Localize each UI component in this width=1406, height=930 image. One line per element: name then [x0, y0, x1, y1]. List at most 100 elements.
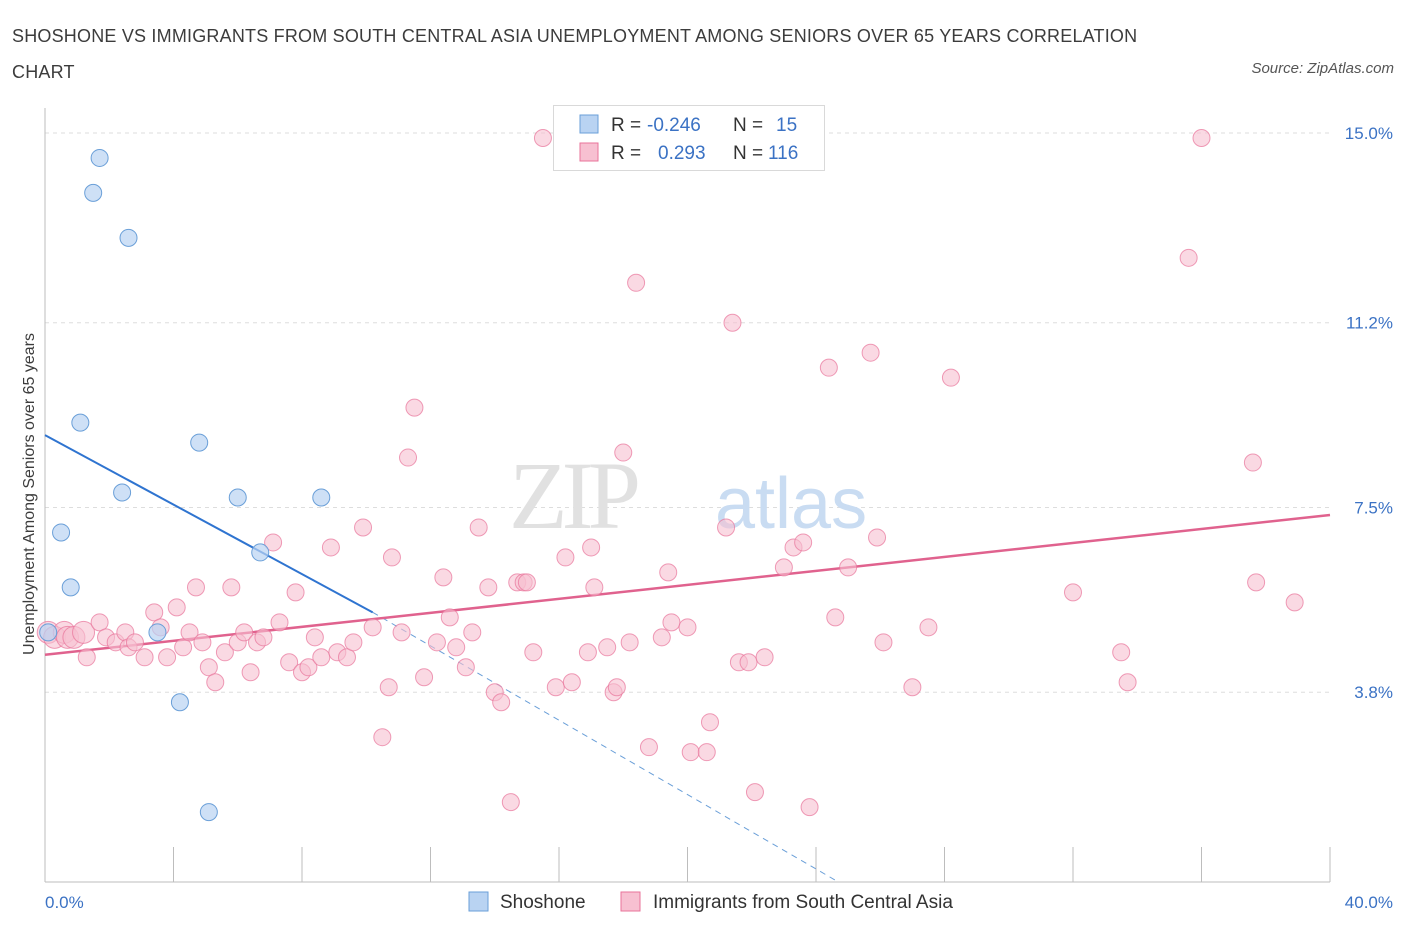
correlation-legend: R = -0.246 N = 15 R = 0.293 N = 116 [553, 105, 825, 171]
point-immigrants [135, 648, 154, 667]
point-immigrants [405, 398, 424, 417]
chart-title: SHOSHONE VS IMMIGRANTS FROM SOUTH CENTRA… [12, 26, 1138, 82]
point-immigrants [373, 728, 392, 747]
point-immigrants [77, 648, 96, 667]
trendline-shoshone-extension [372, 611, 839, 883]
point-immigrants [919, 618, 938, 637]
point-immigrants [286, 583, 305, 602]
point-immigrants [158, 648, 177, 667]
point-immigrants [363, 618, 382, 637]
point-immigrants [652, 628, 671, 647]
point-immigrants [678, 618, 697, 637]
point-immigrants [447, 638, 466, 657]
point-immigrants [755, 648, 774, 667]
point-shoshone [119, 228, 138, 247]
point-immigrants [479, 578, 498, 597]
point-immigrants [794, 533, 813, 552]
point-immigrants [270, 613, 289, 632]
source-label: Source: ZipAtlas.com [1251, 60, 1394, 77]
point-immigrants [739, 653, 758, 672]
point-shoshone [71, 413, 90, 432]
series-legend-svg: Shoshone Immigrants from South Central A… [468, 891, 953, 913]
series-legend-label-immigrants: Immigrants from South Central Asia [653, 892, 953, 913]
point-immigrants [1247, 573, 1266, 592]
point-immigrants [1064, 583, 1082, 602]
point-immigrants [501, 793, 520, 812]
legend-n-value-shoshone: 15 [776, 115, 797, 136]
trendline-shoshone [44, 434, 374, 614]
point-immigrants [659, 563, 678, 582]
point-immigrants [1243, 453, 1262, 472]
point-immigrants [903, 678, 922, 697]
point-immigrants [681, 743, 700, 762]
y-tick-label: 7.5% [1354, 498, 1393, 517]
point-immigrants [717, 518, 736, 537]
point-immigrants [614, 443, 633, 462]
point-immigrants [186, 578, 205, 597]
point-shoshone [199, 803, 218, 822]
watermark-atlas: atlas [715, 464, 867, 544]
point-immigrants [399, 448, 418, 467]
point-immigrants [700, 713, 719, 732]
point-immigrants [469, 518, 488, 537]
point-immigrants [868, 528, 887, 547]
point-shoshone [251, 543, 270, 562]
point-immigrants [639, 738, 658, 757]
point-immigrants [206, 673, 225, 692]
point-shoshone [312, 488, 331, 507]
series-legend-swatch-immigrants [620, 891, 641, 912]
point-shoshone [190, 433, 209, 452]
point-immigrants [415, 668, 434, 687]
point-immigrants [193, 633, 212, 652]
point-immigrants [627, 273, 646, 292]
point-immigrants [440, 608, 459, 627]
point-immigrants [456, 658, 475, 677]
point-immigrants [582, 538, 601, 557]
legend-n-value-immigrants: 116 [768, 143, 798, 164]
point-immigrants [241, 663, 260, 682]
point-immigrants [145, 603, 164, 622]
point-immigrants [235, 623, 254, 642]
point-immigrants [379, 678, 398, 697]
point-immigrants [463, 623, 482, 642]
point-immigrants [585, 578, 604, 597]
point-immigrants [434, 568, 453, 587]
point-immigrants [125, 633, 144, 652]
point-immigrants [72, 620, 96, 644]
point-shoshone [170, 693, 189, 712]
axes [44, 108, 1331, 883]
point-immigrants [578, 643, 597, 662]
legend-r-label-immigrants: R = [611, 143, 641, 164]
watermark: ZIP atlas [509, 442, 867, 549]
series-legend: Shoshone Immigrants from South Central A… [0, 888, 1406, 916]
point-immigrants [697, 743, 716, 762]
point-immigrants [620, 633, 639, 652]
y-tick-labels: 3.8% 7.5% 11.2% 15.0% [1345, 124, 1393, 702]
legend-r-value-shoshone: -0.246 [647, 115, 701, 136]
legend-swatch-shoshone [579, 114, 599, 134]
point-immigrants [861, 343, 880, 362]
point-shoshone [39, 623, 58, 642]
point-immigrants [174, 638, 193, 657]
point-immigrants [839, 558, 858, 577]
point-immigrants [941, 368, 960, 387]
x-tick-label-max: 40.0% [1345, 893, 1393, 912]
y-axis-label: Unemployment Among Seniors over 65 years [21, 333, 38, 655]
point-immigrants [826, 608, 845, 627]
y-tick-label: 11.2% [1346, 314, 1393, 333]
point-immigrants [874, 633, 893, 652]
point-shoshone [61, 578, 80, 597]
point-immigrants [299, 658, 318, 677]
point-immigrants [598, 638, 617, 657]
point-immigrants [392, 623, 411, 642]
correlation-legend-svg: R = -0.246 N = 15 R = 0.293 N = 116 [579, 114, 798, 164]
point-immigrants [562, 673, 581, 692]
point-shoshone [52, 523, 71, 542]
series-legend-swatch-shoshone [468, 891, 489, 912]
point-shoshone [90, 148, 109, 167]
point-immigrants [774, 558, 793, 577]
point-immigrants [1192, 128, 1211, 147]
point-shoshone [228, 488, 247, 507]
y-tick-label: 3.8% [1354, 683, 1393, 702]
